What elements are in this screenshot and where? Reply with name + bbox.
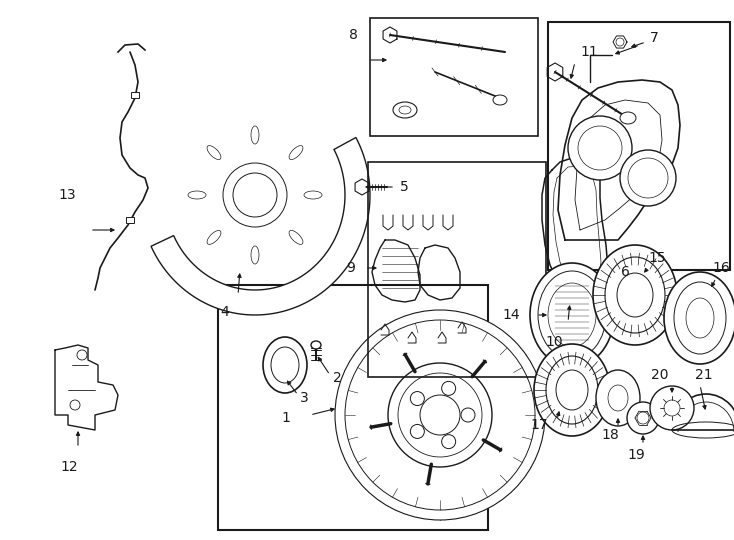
- Bar: [218, 285, 488, 530]
- Ellipse shape: [345, 320, 535, 510]
- Ellipse shape: [289, 146, 303, 159]
- Ellipse shape: [593, 245, 677, 345]
- Ellipse shape: [410, 392, 424, 406]
- Ellipse shape: [556, 370, 588, 410]
- Ellipse shape: [188, 191, 206, 199]
- Ellipse shape: [263, 337, 307, 393]
- Ellipse shape: [620, 112, 636, 124]
- Bar: [131, 92, 139, 98]
- Ellipse shape: [311, 341, 321, 349]
- Text: 21: 21: [695, 368, 713, 382]
- Ellipse shape: [493, 95, 507, 105]
- Text: 14: 14: [502, 308, 520, 322]
- Text: 11: 11: [580, 45, 597, 59]
- Ellipse shape: [442, 381, 456, 395]
- Ellipse shape: [650, 386, 694, 430]
- Text: 19: 19: [627, 448, 645, 462]
- Polygon shape: [151, 138, 370, 315]
- Bar: [126, 217, 134, 223]
- Text: 2: 2: [333, 371, 342, 385]
- Text: 16: 16: [712, 261, 730, 275]
- Ellipse shape: [442, 435, 456, 449]
- Text: 6: 6: [620, 265, 630, 279]
- Ellipse shape: [410, 424, 424, 438]
- Bar: [548, 22, 730, 270]
- Ellipse shape: [627, 402, 659, 434]
- Text: 10: 10: [545, 335, 563, 349]
- Text: 4: 4: [221, 305, 229, 319]
- Ellipse shape: [289, 231, 303, 245]
- Ellipse shape: [617, 273, 653, 317]
- Text: 13: 13: [58, 188, 76, 202]
- Ellipse shape: [570, 277, 586, 293]
- Ellipse shape: [251, 246, 259, 264]
- Ellipse shape: [605, 257, 665, 333]
- Ellipse shape: [393, 102, 417, 118]
- Ellipse shape: [388, 363, 492, 467]
- Ellipse shape: [620, 150, 676, 206]
- Ellipse shape: [207, 146, 221, 159]
- Text: 1: 1: [281, 411, 290, 425]
- Bar: [368, 162, 546, 377]
- Ellipse shape: [223, 163, 287, 227]
- Ellipse shape: [546, 356, 598, 424]
- Ellipse shape: [568, 116, 632, 180]
- Ellipse shape: [534, 344, 610, 436]
- Text: 20: 20: [651, 368, 669, 382]
- Text: 9: 9: [346, 261, 355, 275]
- Text: 3: 3: [300, 391, 309, 405]
- Ellipse shape: [530, 263, 614, 367]
- Ellipse shape: [461, 408, 475, 422]
- Text: 7: 7: [650, 31, 658, 45]
- Ellipse shape: [664, 272, 734, 364]
- Text: 8: 8: [349, 28, 358, 42]
- Ellipse shape: [251, 126, 259, 144]
- Ellipse shape: [596, 370, 640, 426]
- Ellipse shape: [335, 310, 545, 520]
- Text: 12: 12: [60, 460, 78, 474]
- Text: 17: 17: [531, 418, 548, 432]
- Text: 5: 5: [400, 180, 409, 194]
- Ellipse shape: [304, 191, 322, 199]
- Text: 15: 15: [648, 251, 666, 265]
- Bar: [370, 18, 538, 136]
- Text: 18: 18: [601, 428, 619, 442]
- Ellipse shape: [233, 173, 277, 217]
- Ellipse shape: [207, 231, 221, 245]
